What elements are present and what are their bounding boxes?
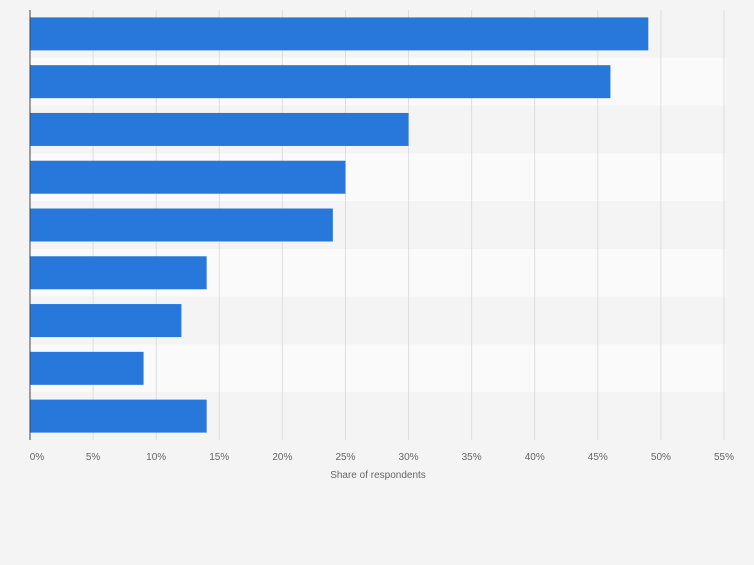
bar xyxy=(30,351,144,385)
bars xyxy=(30,17,649,433)
x-tick-label: 10% xyxy=(146,452,166,463)
x-tick-label: 35% xyxy=(462,452,482,463)
bar xyxy=(30,17,649,51)
bar xyxy=(30,304,182,338)
x-tick-label: 40% xyxy=(525,452,545,463)
x-tick-label: 55% xyxy=(714,452,734,463)
x-axis-title: Share of respondents xyxy=(330,470,426,481)
x-tick-labels: 0% 5% 10% 15% 20% 25% 30% 35% 40% 45% 50% 55% xyxy=(30,452,734,463)
bar xyxy=(30,112,409,146)
x-tick-label: 20% xyxy=(272,452,292,463)
x-tick-label: 0% xyxy=(30,452,45,463)
x-tick-label: 15% xyxy=(209,452,229,463)
x-tick-label: 45% xyxy=(588,452,608,463)
x-tick-label: 25% xyxy=(335,452,355,463)
bar xyxy=(30,208,333,242)
bar xyxy=(30,160,346,194)
x-tick-label: 5% xyxy=(86,452,101,463)
x-tick-label: 30% xyxy=(399,452,419,463)
row-band xyxy=(30,344,726,393)
bar xyxy=(30,256,207,290)
bar xyxy=(30,65,611,99)
x-tick-label: 50% xyxy=(651,452,671,463)
bar xyxy=(30,399,207,433)
